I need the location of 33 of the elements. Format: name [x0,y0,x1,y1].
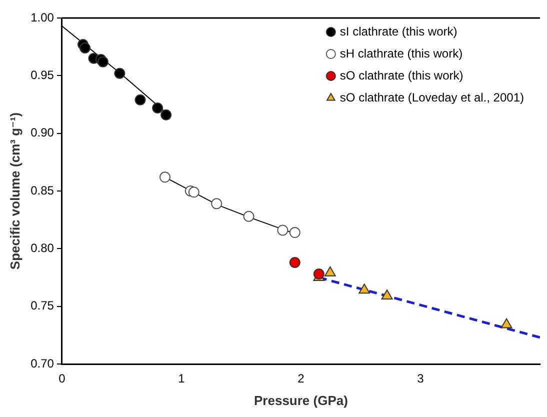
point [289,227,300,238]
x-tick-label: 0 [58,372,66,386]
x-tick-label: 3 [417,372,424,386]
point [500,318,512,328]
x-tick-label: 1 [178,372,186,386]
point [159,172,170,183]
y-tick-label: 1.00 [30,10,54,24]
point [243,210,254,222]
point [152,102,164,114]
y-tick-label: 0.70 [30,356,54,370]
point [188,186,200,198]
point [160,109,172,120]
point [324,266,336,276]
y-tick-label: 0.85 [30,183,54,198]
point [277,224,288,236]
legend-label: sO clathrate (this work) [340,68,464,82]
legend-label: sI clathrate (this work) [340,24,458,38]
x-tick-label: 2 [298,372,305,386]
y-tick-label: 0.90 [30,126,54,140]
x-axis-title: Pressure (GPa) [254,392,348,408]
legend-label: sO clathrate (Loveday et al., 2001) [340,90,524,104]
point [134,94,146,106]
point [358,284,370,294]
legend-label: sH clathrate (this work) [340,46,463,60]
point [289,257,300,268]
point [211,198,222,210]
y-tick-label: 0.75 [30,298,54,313]
point [114,68,126,79]
y-axis-title: Specific volume (cm³ g⁻¹) [7,112,22,270]
y-tick-label: 0.95 [30,68,54,82]
point [381,289,393,300]
point [80,42,91,54]
y-tick-label: 0.80 [30,240,54,255]
